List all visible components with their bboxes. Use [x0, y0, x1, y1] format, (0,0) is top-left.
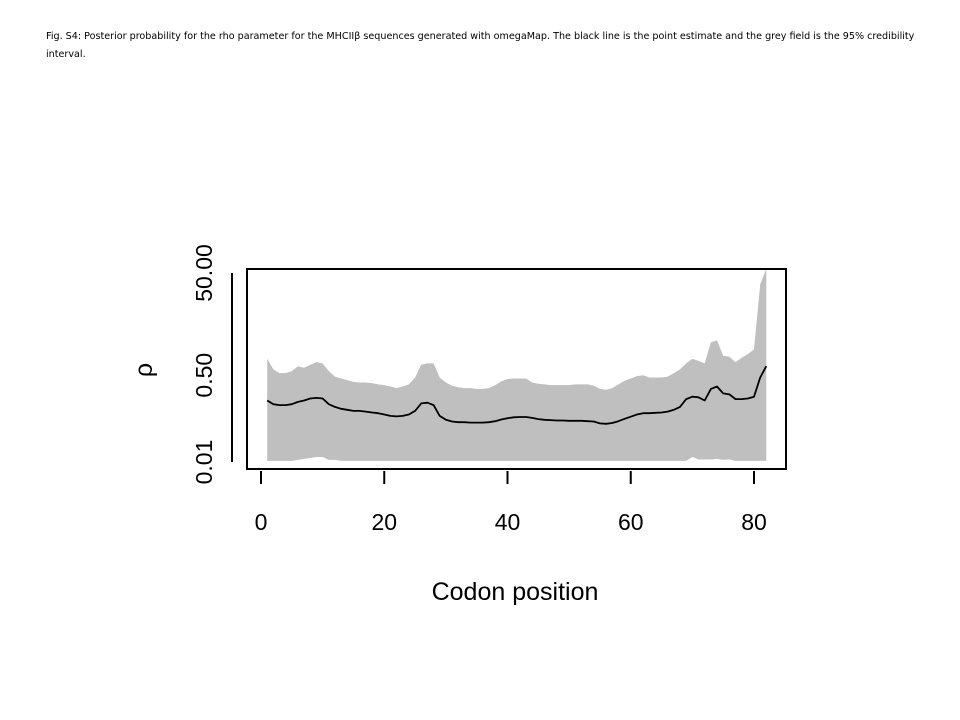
y-axis-title: ρ [130, 363, 158, 377]
y-tick-label: 0.01 [191, 440, 217, 485]
y-axis: 0.01 0.50 50.00 [191, 244, 233, 485]
x-tick-label: 60 [618, 509, 644, 535]
y-tick-label: 0.50 [191, 353, 217, 398]
point-estimate-line [266, 365, 768, 425]
x-tick-label: 0 [255, 509, 268, 535]
point-estimate-layer [266, 365, 768, 425]
x-axis: 0 20 40 60 80 [255, 468, 767, 535]
credibility-band-layer [267, 269, 767, 461]
credibility-band [267, 269, 767, 461]
x-axis-title: Codon position [432, 578, 599, 606]
x-tick-label: 20 [371, 509, 397, 535]
y-tick-label: 50.00 [191, 244, 217, 302]
figure-caption: Fig. S4: Posterior probability for the r… [46, 31, 915, 60]
x-tick-label: 80 [741, 509, 767, 535]
x-tick-label: 40 [495, 509, 521, 535]
